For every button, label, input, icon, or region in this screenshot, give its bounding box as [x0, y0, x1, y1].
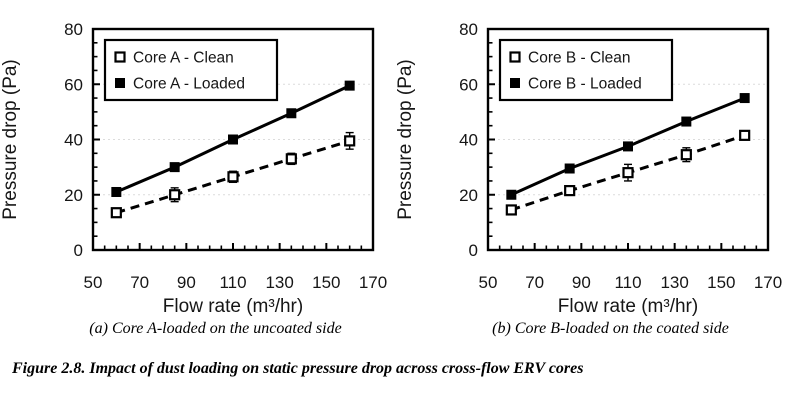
marker-open-square [227, 171, 239, 183]
x-tick-label: 130 [265, 273, 293, 292]
legend-label-core-b-loaded: Core B - Loaded [528, 76, 642, 93]
marker-open-square [169, 189, 181, 201]
x-axis-title: Flow rate (m³/hr) [163, 296, 303, 317]
marker-open-square [344, 135, 356, 147]
x-tick-label: 50 [479, 273, 498, 292]
y-tick-label: 40 [64, 131, 83, 150]
legend-marker-filled-square [115, 78, 125, 88]
marker-open-square [680, 149, 692, 161]
x-tick-label: 170 [754, 273, 782, 292]
marker-filled-square [623, 141, 633, 152]
x-tick-label: 110 [219, 273, 246, 292]
y-tick-label: 60 [459, 75, 478, 94]
x-tick-label: 50 [84, 273, 103, 292]
marker-filled-square [111, 186, 122, 197]
legend-marker-open-square [114, 51, 126, 63]
legend-marker-filled-square [510, 78, 520, 88]
chart-block-core-a: 50 70 90 110 130 150 170 0 20 40 60 80 Flow rate (m³… [0, 4, 395, 338]
legend-label-core-a-loaded: Core A - Loaded [133, 76, 245, 93]
y-tick-label: 60 [64, 75, 83, 94]
plot-frame [91, 27, 375, 252]
marker-filled-square [564, 163, 575, 174]
x-tick-label: 150 [707, 273, 735, 292]
marker-open-square [622, 167, 634, 179]
y-tick-label: 20 [459, 186, 478, 205]
y-tick-label: 40 [459, 131, 478, 150]
y-tick-label: 0 [469, 241, 478, 260]
marker-open-square [505, 204, 517, 216]
chart-block-core-b: 50 70 90 110 130 150 170 0 20 40 60 80 Flow rate (m³… [395, 4, 790, 338]
marker-open-square [739, 129, 751, 141]
legend-label-core-a-clean: Core A - Clean [133, 50, 234, 67]
marker-filled-square [228, 134, 238, 145]
marker-open-square [110, 207, 122, 219]
marker-filled-square [506, 189, 517, 200]
marker-filled-square [169, 162, 180, 173]
x-tick-label: 70 [130, 273, 149, 292]
x-tick-label: 90 [572, 273, 591, 292]
marker-open-square [564, 185, 576, 197]
y-axis-title: Pressure drop (Pa) [0, 59, 21, 220]
legend-box [498, 38, 674, 102]
x-tick-label: 90 [177, 273, 196, 292]
marker-filled-square [681, 116, 692, 127]
x-tick-label: 150 [312, 273, 340, 292]
charts-row: 50 70 90 110 130 150 170 0 20 40 60 80 Flow rate (m³… [0, 4, 790, 338]
y-tick-label: 20 [64, 186, 83, 205]
figure-2-8: 50 70 90 110 130 150 170 0 20 40 60 80 Flow rate (m³… [0, 4, 790, 377]
marker-filled-square [739, 93, 750, 104]
x-tick-label: 110 [614, 273, 641, 292]
y-tick-label: 80 [64, 20, 83, 39]
x-tick-label: 70 [525, 273, 544, 292]
x-tick-label: 130 [660, 273, 688, 292]
x-tick-label: 170 [359, 273, 387, 292]
chart-core-b: 50 70 90 110 130 150 170 0 20 40 60 80 Flow rate (m³… [395, 20, 782, 317]
marker-open-square [285, 153, 297, 165]
legend-marker-open-square [509, 51, 521, 63]
plot-frame [486, 27, 770, 252]
y-tick-label: 80 [459, 20, 478, 39]
marker-filled-square [344, 80, 355, 91]
legend-box [103, 38, 279, 102]
sub-caption-b: (b) Core B-loaded on the coated side [492, 320, 729, 337]
x-axis-title: Flow rate (m³/hr) [558, 296, 698, 317]
legend-label-core-b-clean: Core B - Clean [528, 50, 631, 67]
marker-filled-square [286, 108, 297, 119]
y-axis-title: Pressure drop (Pa) [395, 59, 416, 220]
y-tick-label: 0 [74, 241, 83, 260]
sub-caption-a: (a) Core A-loaded on the uncoated side [89, 320, 342, 337]
chart-core-a: 50 70 90 110 130 150 170 0 20 40 60 80 Flow rate (m³… [0, 20, 387, 317]
figure-caption: Figure 2.8. Impact of dust loading on st… [12, 360, 584, 377]
